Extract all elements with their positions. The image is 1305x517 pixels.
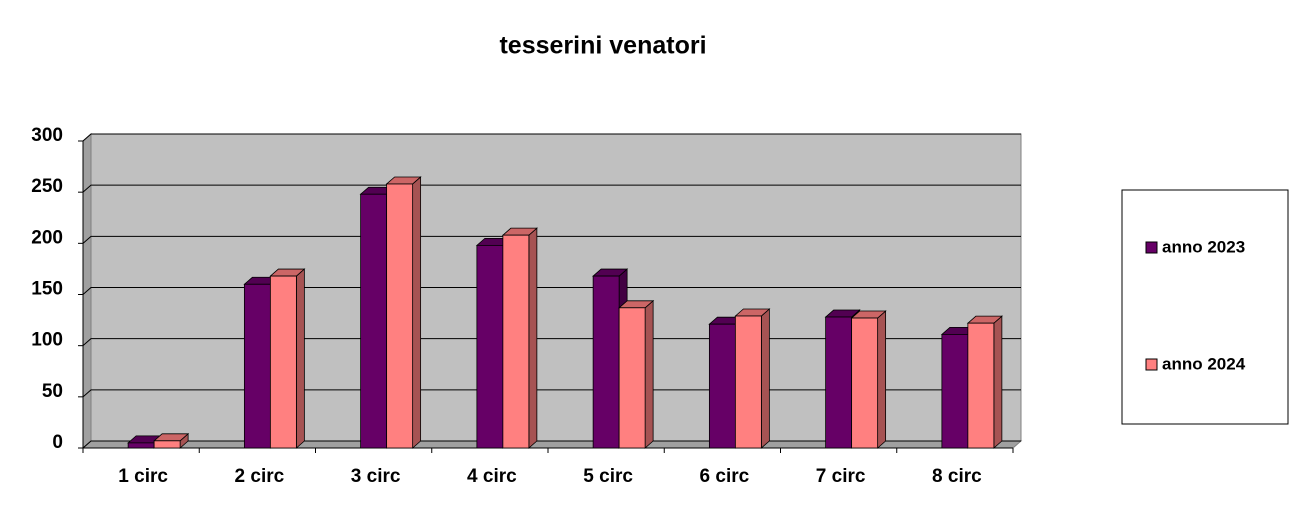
y-tick-label: 250 <box>31 176 63 197</box>
bar <box>708 323 736 449</box>
bar <box>825 316 853 449</box>
x-tick-label: 2 circ <box>235 466 285 487</box>
y-tick-label: 50 <box>42 381 63 402</box>
bar <box>502 234 530 449</box>
grid-line <box>82 184 1021 193</box>
y-tick-label: 150 <box>31 279 63 300</box>
y-tick-label: 200 <box>31 227 63 248</box>
legend-box <box>1121 189 1289 425</box>
grid-line <box>82 235 1021 244</box>
bar-side <box>993 315 1003 449</box>
bar <box>386 183 414 449</box>
legend-label: anno 2023 <box>1162 237 1245 256</box>
bar <box>941 334 969 449</box>
chart-title: tesserini venatori <box>499 32 706 60</box>
y-tick-label: 0 <box>52 432 63 453</box>
bar <box>851 317 879 449</box>
bar-side <box>295 268 305 449</box>
bar-side <box>528 227 538 449</box>
legend-swatch <box>1145 358 1158 371</box>
x-tick-label: 1 circ <box>118 466 168 487</box>
grid-line <box>82 287 1021 295</box>
x-tick-label: 3 circ <box>351 466 401 487</box>
bar-side <box>877 310 887 449</box>
bar-side <box>760 308 770 449</box>
legend-swatch <box>1145 241 1158 254</box>
legend-label: anno 2024 <box>1162 354 1246 373</box>
bar-side <box>644 299 654 449</box>
bar <box>618 307 646 449</box>
bar <box>153 440 181 449</box>
x-tick-label: 5 circ <box>583 466 633 487</box>
bar <box>592 275 620 449</box>
bar <box>476 244 504 449</box>
bar <box>269 275 297 449</box>
x-tick-label: 7 circ <box>816 466 866 487</box>
grid-line <box>82 133 1021 142</box>
bar <box>734 315 762 449</box>
bar <box>127 442 155 449</box>
x-tick-label: 8 circ <box>932 466 982 487</box>
x-tick-label: 6 circ <box>700 466 750 487</box>
bar <box>967 322 995 449</box>
bar <box>360 193 388 449</box>
y-tick-label: 300 <box>31 125 63 146</box>
bar <box>243 283 271 449</box>
y-tick-label: 100 <box>31 330 63 351</box>
x-tick-label: 4 circ <box>467 466 517 487</box>
bar-side <box>412 176 422 449</box>
